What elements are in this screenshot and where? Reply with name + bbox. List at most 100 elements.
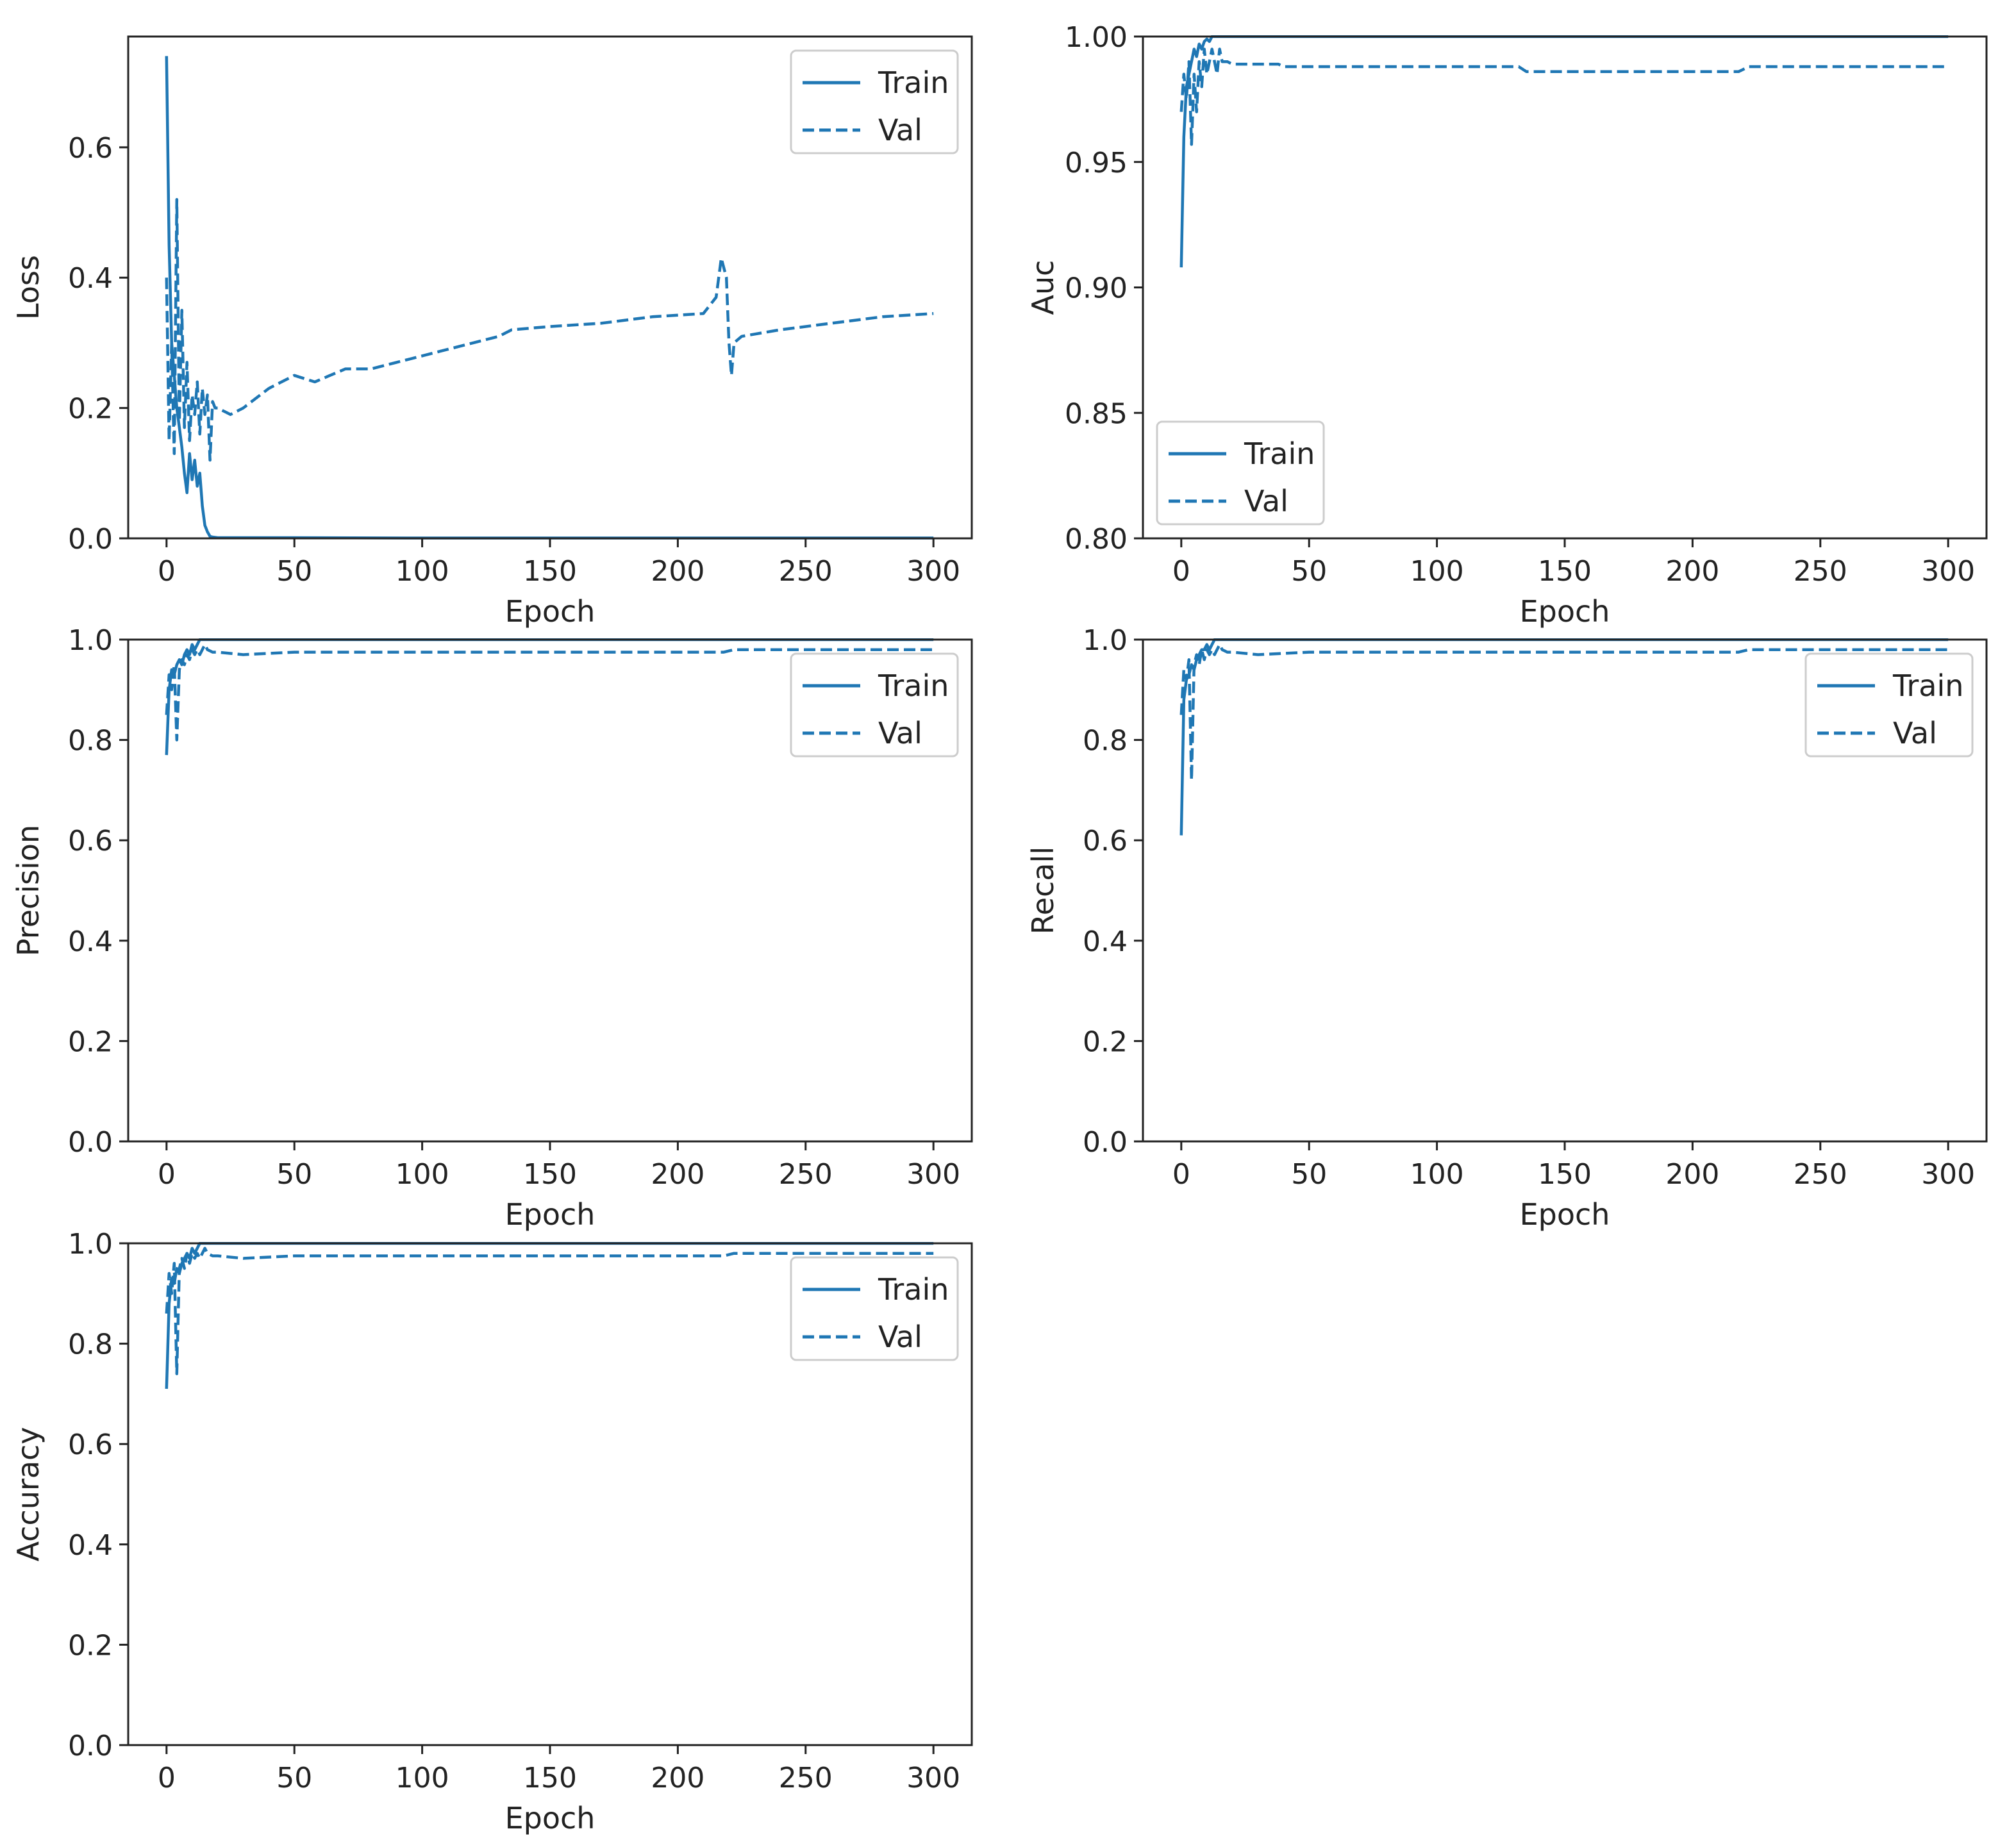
recall-xtick-label: 250 (1794, 1158, 1847, 1191)
precision-ytick-label: 0.2 (68, 1025, 113, 1058)
accuracy-legend-box (790, 1256, 959, 1361)
recall-val-line (1179, 643, 1949, 782)
auc-xtick-label: 200 (1665, 555, 1719, 588)
auc-panel: 0 50 100 150 200 250 300 0.80 0.85 0.90 0.95 1.00 Ep… (1026, 21, 1988, 629)
loss-xlabel: Epoch (505, 594, 596, 629)
auc-xtick-label: 300 (1921, 555, 1975, 588)
precision-ytick-label: 0.4 (68, 925, 113, 958)
auc-ytick-label: 0.85 (1065, 397, 1128, 430)
accuracy-val-line (165, 1247, 934, 1375)
accuracy-legend-val-label: Val (878, 1320, 922, 1354)
auc-val-line (1179, 47, 1949, 146)
precision-val-line (165, 643, 934, 741)
accuracy-xtick-label: 200 (651, 1762, 704, 1794)
auc-legend-val-label: Val (1244, 484, 1288, 518)
loss-panel: 0 50 100 150 200 250 300 0.0 0.2 0.4 0.6 Epoch Loss T… (11, 35, 973, 629)
recall-ytick-label: 0.0 (1083, 1126, 1128, 1159)
accuracy-ytick-label: 1.0 (68, 1228, 113, 1261)
recall-legend-train-label: Train (1892, 668, 1963, 703)
recall-ytick-label: 0.4 (1083, 925, 1128, 958)
precision-ytick-label: 0.6 (68, 825, 113, 857)
accuracy-xtick-label: 50 (276, 1762, 312, 1794)
loss-xtick-label: 0 (158, 555, 176, 588)
recall-xlabel: Epoch (1520, 1197, 1610, 1232)
accuracy-ytick-label: 0.2 (68, 1629, 113, 1662)
accuracy-ytick-label: 0.4 (68, 1529, 113, 1562)
accuracy-panel: 0 50 100 150 200 250 300 0.0 0.2 0.4 0.6 0.8 1.0 Epoc… (11, 1228, 973, 1835)
accuracy-xtick-label: 0 (158, 1762, 176, 1794)
precision-xtick-label: 200 (651, 1158, 704, 1191)
recall-ytick-label: 1.0 (1083, 624, 1128, 657)
auc-xtick-label: 0 (1172, 555, 1190, 588)
recall-ylabel: Recall (1026, 847, 1060, 934)
precision-legend-train-label: Train (878, 668, 949, 703)
loss-ytick-label: 0.2 (68, 393, 113, 426)
precision-ylabel: Precision (11, 825, 46, 956)
recall-xtick-label: 150 (1538, 1158, 1592, 1191)
loss-ylabel: Loss (11, 255, 46, 320)
precision-xtick-label: 300 (906, 1158, 960, 1191)
loss-ytick-label: 0.6 (68, 132, 113, 165)
precision-ytick-label: 0.0 (68, 1126, 113, 1159)
precision-ytick-label: 0.8 (68, 725, 113, 758)
loss-xtick-label: 250 (779, 555, 833, 588)
recall-ytick-label: 0.6 (1083, 825, 1128, 857)
auc-xtick-label: 250 (1794, 555, 1847, 588)
precision-legend: Train Val (790, 652, 959, 758)
precision-xtick-label: 100 (396, 1158, 449, 1191)
loss-legend: Train Val (790, 49, 959, 154)
loss-xtick-label: 100 (396, 555, 449, 588)
accuracy-ylabel: Accuracy (11, 1427, 46, 1561)
accuracy-legend: Train Val (790, 1256, 959, 1361)
precision-xtick-label: 250 (779, 1158, 833, 1191)
precision-xlabel: Epoch (505, 1197, 596, 1232)
precision-legend-val-label: Val (878, 716, 922, 750)
accuracy-xtick-label: 150 (523, 1762, 577, 1794)
accuracy-xtick-label: 100 (396, 1762, 449, 1794)
loss-ytick-label: 0.4 (68, 262, 113, 295)
accuracy-xtick-label: 300 (906, 1762, 960, 1794)
accuracy-xlabel: Epoch (505, 1801, 596, 1835)
loss-legend-train-label: Train (878, 65, 949, 100)
accuracy-ytick-label: 0.8 (68, 1329, 113, 1361)
auc-ytick-label: 0.90 (1065, 272, 1128, 305)
auc-xtick-label: 100 (1410, 555, 1464, 588)
recall-xtick-label: 300 (1921, 1158, 1975, 1191)
auc-xtick-label: 50 (1291, 555, 1327, 588)
auc-ytick-label: 1.00 (1065, 21, 1128, 54)
precision-xtick-label: 50 (276, 1158, 312, 1191)
recall-xtick-label: 100 (1410, 1158, 1464, 1191)
loss-xtick-label: 300 (906, 555, 960, 588)
loss-ytick-label: 0.0 (68, 523, 113, 556)
loss-legend-box (790, 49, 959, 154)
precision-xtick-label: 0 (158, 1158, 176, 1191)
auc-ytick-label: 0.80 (1065, 523, 1128, 556)
recall-ytick-label: 0.2 (1083, 1025, 1128, 1058)
loss-xtick-label: 150 (523, 555, 577, 588)
recall-xtick-label: 50 (1291, 1158, 1327, 1191)
loss-xtick-label: 50 (276, 555, 312, 588)
loss-val-line (165, 197, 934, 462)
accuracy-ytick-label: 0.0 (68, 1730, 113, 1762)
auc-ylabel: Auc (1026, 260, 1060, 315)
auc-legend-train-label: Train (1244, 436, 1315, 471)
recall-xtick-label: 0 (1172, 1158, 1190, 1191)
accuracy-xtick-label: 250 (779, 1762, 833, 1794)
recall-legend: Train Val (1804, 652, 1974, 758)
recall-legend-val-label: Val (1893, 716, 1937, 750)
auc-xlabel: Epoch (1520, 594, 1610, 629)
recall-panel: 0 50 100 150 200 250 300 0.0 0.2 0.4 0.6 0.8 1.0 Epoc… (1026, 624, 1988, 1232)
recall-legend-box (1804, 652, 1974, 758)
precision-panel: 0 50 100 150 200 250 300 0.0 0.2 0.4 0.6 0.8 1.0 Epoc… (11, 624, 973, 1232)
precision-xtick-label: 150 (523, 1158, 577, 1191)
accuracy-legend-train-label: Train (878, 1272, 949, 1307)
recall-ytick-label: 0.8 (1083, 725, 1128, 758)
precision-ytick-label: 1.0 (68, 624, 113, 657)
accuracy-ytick-label: 0.6 (68, 1429, 113, 1461)
recall-xtick-label: 200 (1665, 1158, 1719, 1191)
auc-ytick-label: 0.95 (1065, 147, 1128, 179)
auc-legend: Train Val (1156, 420, 1325, 526)
auc-xtick-label: 150 (1538, 555, 1592, 588)
